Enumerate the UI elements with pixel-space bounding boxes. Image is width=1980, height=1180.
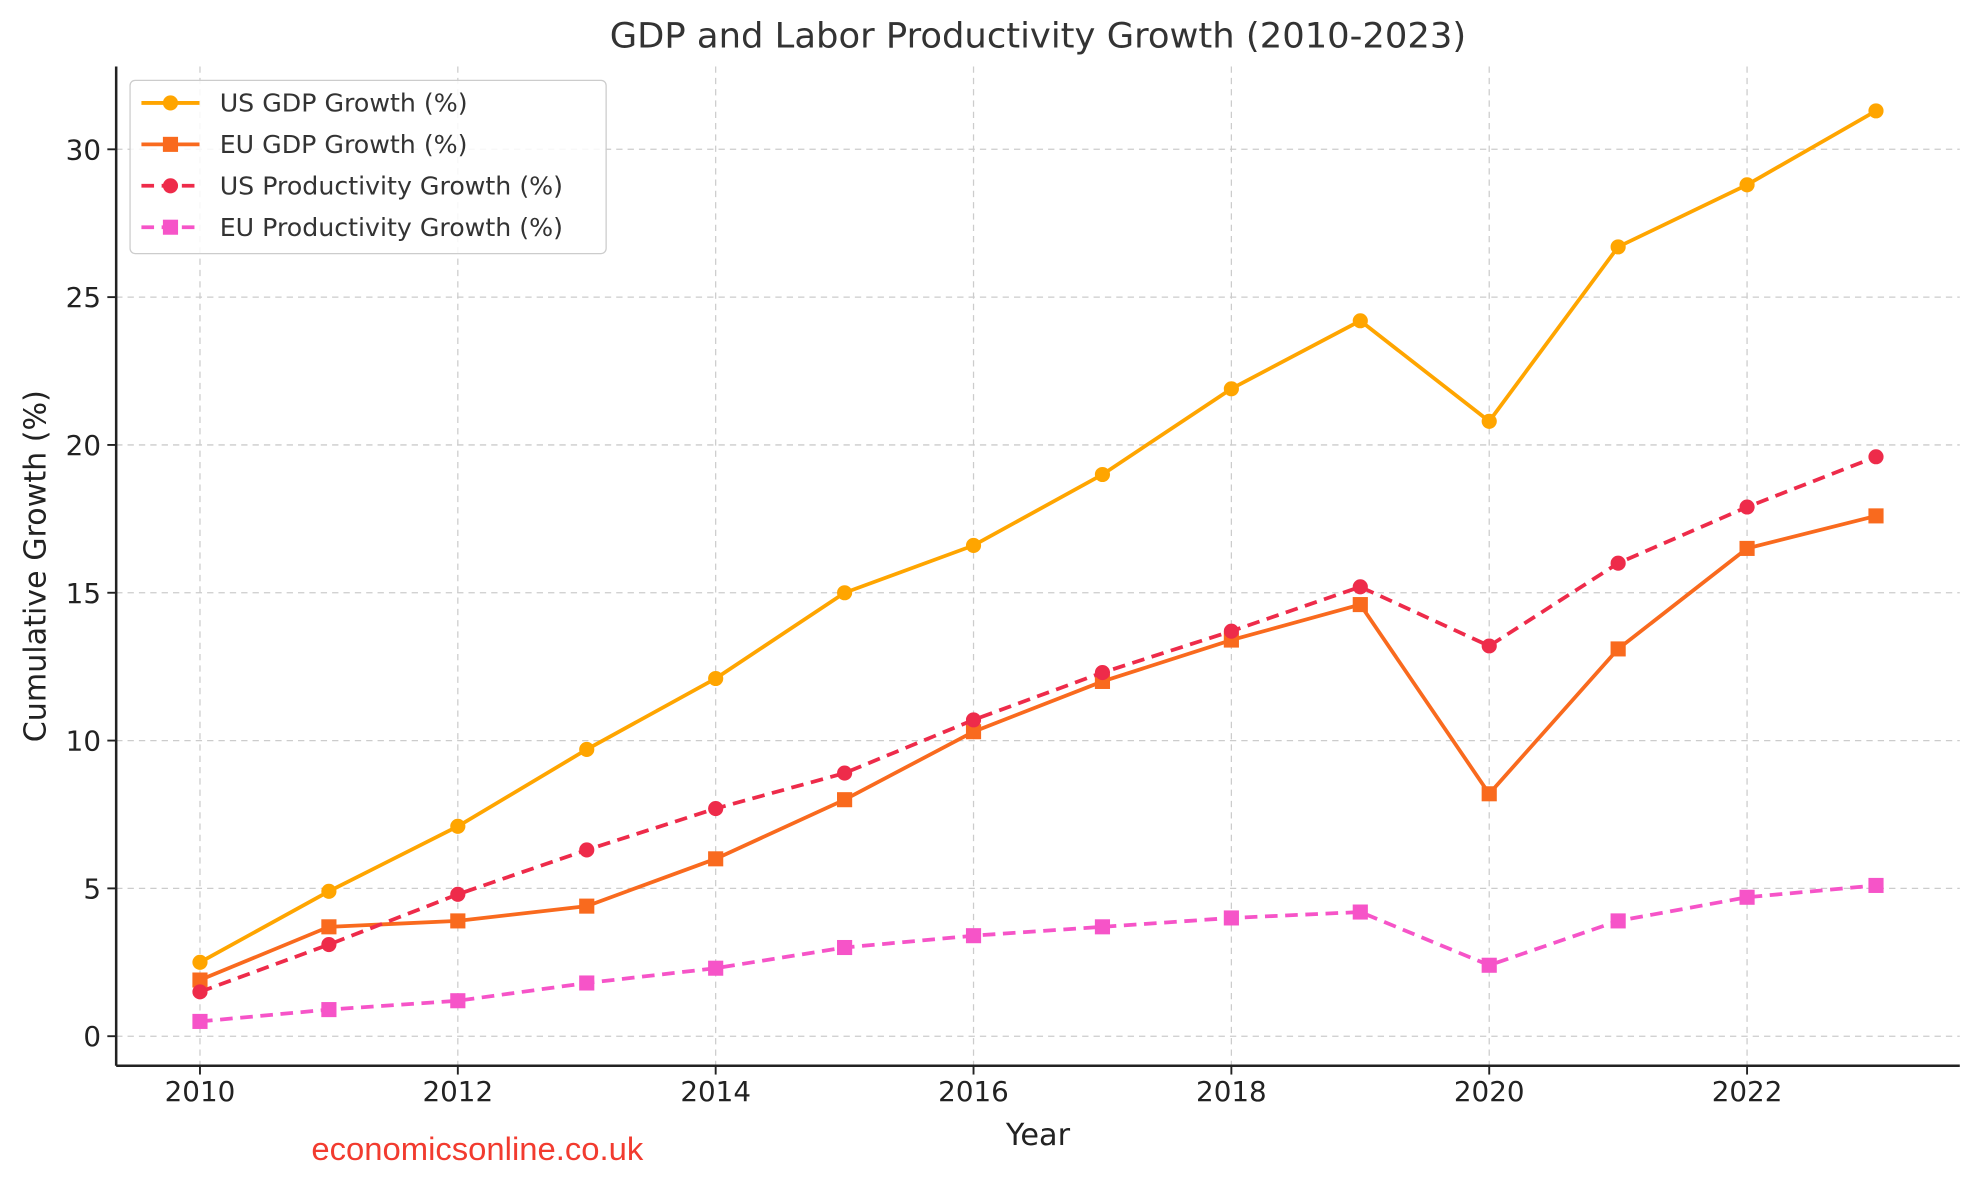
data-point: [1868, 103, 1884, 119]
x-axis-label: Year: [1005, 1118, 1071, 1153]
legend-label: US Productivity Growth (%): [220, 172, 563, 201]
y-tick-label: 25: [66, 281, 101, 314]
data-point: [1739, 177, 1755, 193]
data-point: [1223, 381, 1239, 397]
data-point: [1481, 638, 1497, 654]
data-point: [579, 842, 595, 858]
data-point: [1868, 877, 1884, 893]
data-point: [1223, 910, 1239, 926]
series-line-1: [199, 514, 1877, 982]
data-point: [837, 585, 853, 601]
data-point: [837, 792, 853, 808]
legend: US GDP Growth (%) EU GDP Growth (%) US Pro…: [129, 79, 607, 255]
data-point: [321, 937, 337, 953]
data-point: [192, 954, 208, 970]
data-point: [708, 670, 724, 687]
data-point: [1352, 579, 1368, 595]
legend-marker: [162, 136, 179, 152]
data-point: [1610, 555, 1626, 571]
y-tick-label: 10: [66, 725, 101, 758]
data-point: [965, 712, 982, 728]
data-point: [708, 960, 724, 976]
x-tick-label: 2020: [1454, 1075, 1525, 1108]
data-point: [450, 993, 466, 1009]
y-tick-label: 5: [83, 873, 101, 906]
series-line-0: [199, 109, 1877, 964]
data-point: [192, 984, 208, 1000]
data-point: [965, 928, 982, 944]
data-point: [1739, 889, 1755, 905]
y-tick-label: 0: [83, 1020, 101, 1053]
legend-label: EU GDP Growth (%): [220, 130, 468, 159]
data-point: [837, 765, 853, 781]
legend-marker: [162, 178, 179, 194]
legend-marker: [162, 95, 179, 111]
x-tick-label: 2016: [938, 1075, 1009, 1108]
data-point: [321, 883, 337, 899]
data-point: [1094, 466, 1111, 483]
legend-label: US GDP Growth (%): [220, 89, 468, 118]
ticks: 2010 2012 2014 2016 2018 2020 2022 0 5 10 15 20 25 30: [66, 133, 1783, 1107]
x-tick-label: 2010: [165, 1075, 236, 1108]
data-point: [579, 975, 595, 991]
data-point: [192, 972, 208, 988]
data-point: [837, 939, 853, 956]
y-tick-label: 20: [66, 429, 101, 462]
chart-title: GDP and Labor Productivity Growth (2010-…: [610, 16, 1466, 57]
data-point: [450, 886, 466, 902]
legend-label: EU Productivity Growth (%): [220, 213, 563, 242]
y-axis-label: Cumulative Growth (%): [18, 390, 53, 742]
data-point: [579, 898, 595, 914]
data-point: [965, 724, 982, 740]
x-tick-label: 2018: [1196, 1075, 1267, 1108]
data-point: [1610, 913, 1626, 929]
y-tick-label: 15: [66, 577, 101, 610]
data-point: [1094, 665, 1111, 681]
series-line-2: [199, 455, 1877, 994]
x-tick-label: 2014: [680, 1075, 751, 1108]
x-tick-label: 2012: [422, 1075, 493, 1108]
data-point: [1868, 449, 1884, 465]
series-line-3: [199, 883, 1877, 1024]
data-point: [1481, 957, 1497, 973]
data-point: [450, 818, 466, 834]
data-point: [1739, 499, 1755, 515]
data-point: [321, 919, 337, 935]
data-point: [1610, 239, 1626, 255]
data-point: [1352, 313, 1368, 329]
data-point: [1352, 904, 1368, 920]
data-point: [708, 851, 724, 867]
data-point: [321, 1002, 337, 1018]
data-point: [1610, 641, 1626, 657]
data-point: [1094, 919, 1111, 935]
data-point: [1223, 623, 1239, 639]
data-point: [192, 1013, 208, 1029]
legend-marker: [162, 219, 179, 235]
data-point: [708, 801, 724, 817]
series-group: [192, 103, 1884, 1029]
data-point: [1481, 786, 1497, 802]
data-point: [1481, 413, 1497, 429]
data-point: [965, 537, 982, 553]
legend-box: [129, 79, 607, 255]
data-point: [1868, 508, 1884, 524]
y-tick-label: 30: [66, 133, 101, 166]
watermark: economicsonline.co.uk: [311, 1130, 644, 1167]
data-point: [450, 913, 466, 929]
data-point: [1739, 540, 1755, 556]
data-point: [1352, 597, 1368, 613]
data-point: [579, 741, 595, 757]
x-tick-label: 2022: [1712, 1075, 1783, 1108]
